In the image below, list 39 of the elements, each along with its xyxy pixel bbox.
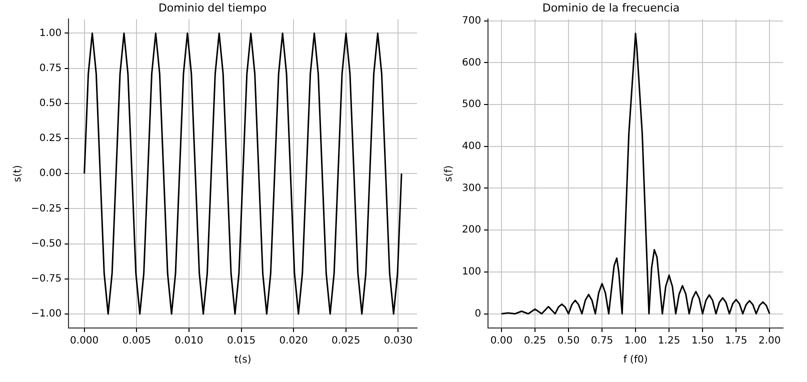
y-tick-label: 300: [462, 182, 482, 194]
y-tick-label: 500: [462, 99, 482, 110]
x-tick-label: 1.75: [724, 336, 748, 347]
x-tick-label: 0.000: [70, 336, 99, 347]
y-tick-label: 0.75: [39, 62, 62, 74]
x-tick-label: 0.025: [332, 336, 360, 347]
x-tick-label: 0.020: [279, 336, 308, 347]
y-tick-label: 0.00: [39, 168, 62, 180]
y-tick-label: 700: [462, 15, 482, 26]
x-tick-label: 0.015: [226, 336, 256, 347]
y-tick-label: 0.50: [39, 98, 62, 110]
x-tick-label: 0.25: [524, 336, 546, 347]
x-tick-label: 0.005: [122, 336, 151, 347]
y-tick-label: 100: [462, 266, 482, 278]
x-tick-label: 1.25: [658, 336, 680, 347]
x-tick-label: 0.75: [590, 336, 614, 347]
x-axis-title: t(s): [234, 354, 252, 366]
y-tick-label: 400: [462, 140, 482, 152]
y-tick-label: 0: [474, 308, 482, 320]
chart-title: Dominio de la frecuencia: [542, 1, 680, 14]
y-tick-label: 200: [462, 224, 482, 236]
x-tick-label: 2.00: [758, 336, 781, 347]
x-tick-label: 0.50: [557, 336, 580, 347]
y-tick-label: −0.50: [30, 238, 62, 250]
y-tick-label: 0.25: [39, 133, 62, 144]
x-tick-label: 0.00: [490, 336, 513, 347]
y-tick-label: 1.00: [39, 28, 62, 39]
y-tick-label: 600: [462, 57, 482, 68]
x-tick-label: 0.010: [174, 336, 204, 347]
y-tick-label: −1.00: [30, 308, 62, 320]
y-tick-label: −0.75: [30, 273, 62, 284]
chart-title: Dominio del tiempo: [158, 1, 267, 14]
x-tick-label: 0.030: [384, 336, 412, 347]
y-tick-label: −0.25: [30, 203, 62, 214]
x-axis-title: f (f0): [623, 354, 648, 366]
y-axis-title: s(t): [12, 165, 24, 182]
x-tick-label: 1.50: [691, 336, 714, 347]
x-tick-label: 1.00: [624, 336, 647, 347]
y-axis-title: s(f): [444, 165, 455, 182]
